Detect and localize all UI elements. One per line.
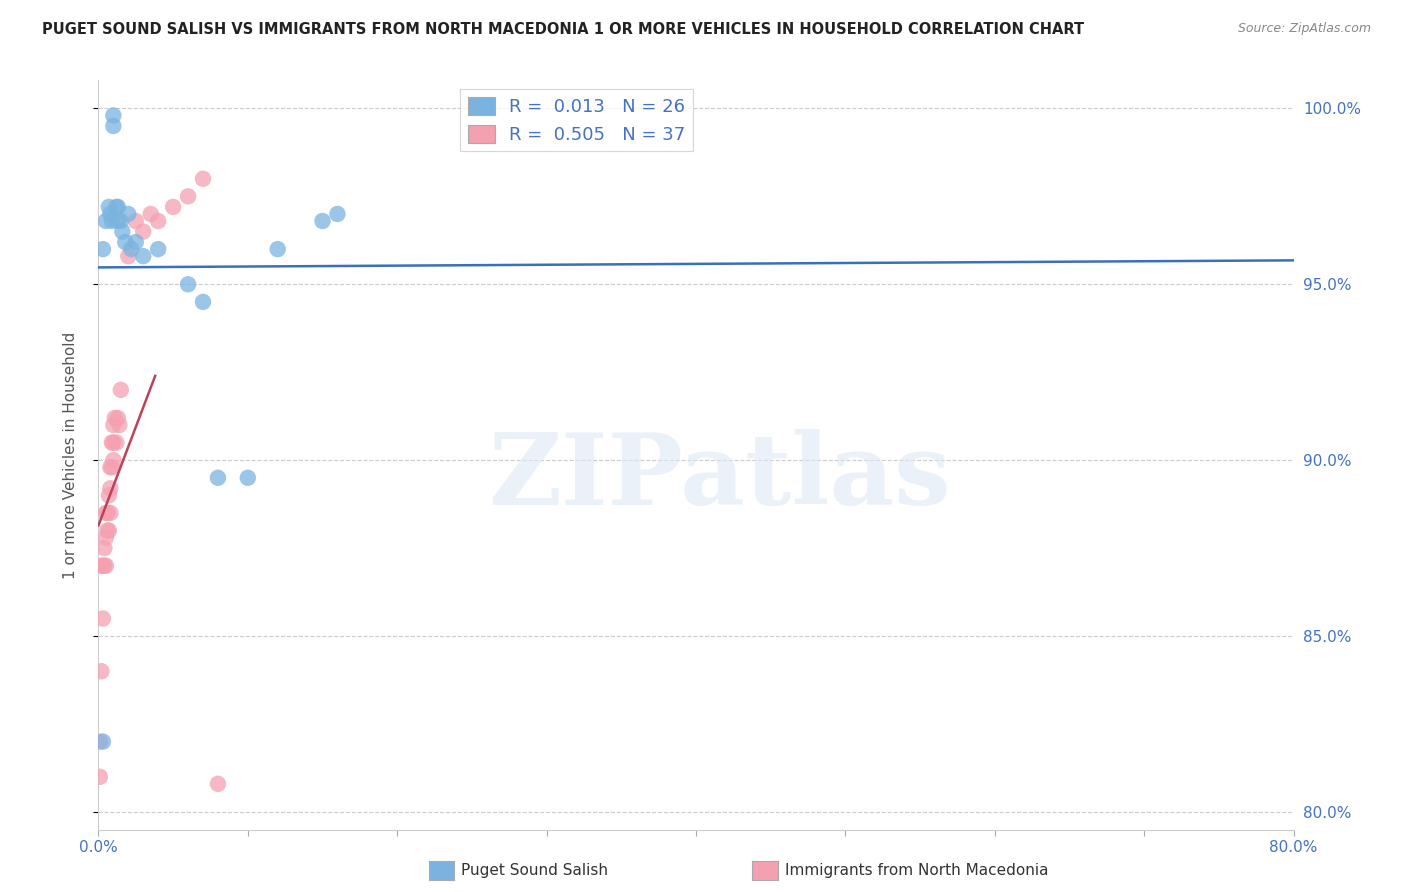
Point [98,506,122,520]
Point [89,770,111,784]
Point [117,207,139,221]
Point [105,435,128,450]
Point [93,541,115,556]
Point [125,214,148,228]
Point [101,460,124,475]
Point [101,435,124,450]
Point [114,235,136,249]
Point [103,108,125,122]
Point [108,417,131,432]
Point [207,471,229,485]
Point [162,200,184,214]
Point [91,242,114,256]
Point [97,200,120,214]
Point [94,531,117,545]
Point [103,453,125,467]
Point [111,225,134,239]
Point [236,471,259,485]
Point [191,294,214,309]
Point [96,506,118,520]
Point [91,734,114,748]
Point [104,411,127,425]
Point [120,242,142,256]
Point [207,777,229,791]
Point [103,119,125,133]
Text: PUGET SOUND SALISH VS IMMIGRANTS FROM NORTH MACEDONIA 1 OR MORE VEHICLES IN HOUS: PUGET SOUND SALISH VS IMMIGRANTS FROM NO… [42,22,1084,37]
Point [107,411,129,425]
Point [105,200,128,214]
Point [177,277,200,292]
Text: Puget Sound Salish: Puget Sound Salish [461,863,609,878]
Point [267,242,290,256]
Point [148,242,170,256]
Point [132,249,155,263]
Point [139,207,162,221]
Point [117,249,139,263]
Point [94,558,117,573]
Point [101,214,124,228]
Point [326,207,349,221]
Point [94,506,117,520]
Point [97,524,120,538]
Point [90,558,112,573]
Legend: R =  0.013   N = 26, R =  0.505   N = 37: R = 0.013 N = 26, R = 0.505 N = 37 [460,89,693,152]
Point [177,189,200,203]
Point [93,558,115,573]
Point [91,611,114,625]
Point [110,383,132,397]
Point [191,171,214,186]
Text: Immigrants from North Macedonia: Immigrants from North Macedonia [785,863,1047,878]
Point [148,214,170,228]
Point [110,214,132,228]
Text: Source: ZipAtlas.com: Source: ZipAtlas.com [1237,22,1371,36]
Point [103,417,125,432]
Point [107,200,129,214]
Point [98,481,122,495]
Y-axis label: 1 or more Vehicles in Household: 1 or more Vehicles in Household [63,331,77,579]
Point [90,665,112,679]
Point [132,225,155,239]
Point [98,207,122,221]
Point [89,734,111,748]
Point [96,524,118,538]
Text: ZIPatlas: ZIPatlas [489,429,950,526]
Point [94,214,117,228]
Point [98,460,122,475]
Point [91,558,114,573]
Point [97,488,120,502]
Point [125,235,148,249]
Point [311,214,333,228]
Point [103,435,125,450]
Point [107,214,129,228]
